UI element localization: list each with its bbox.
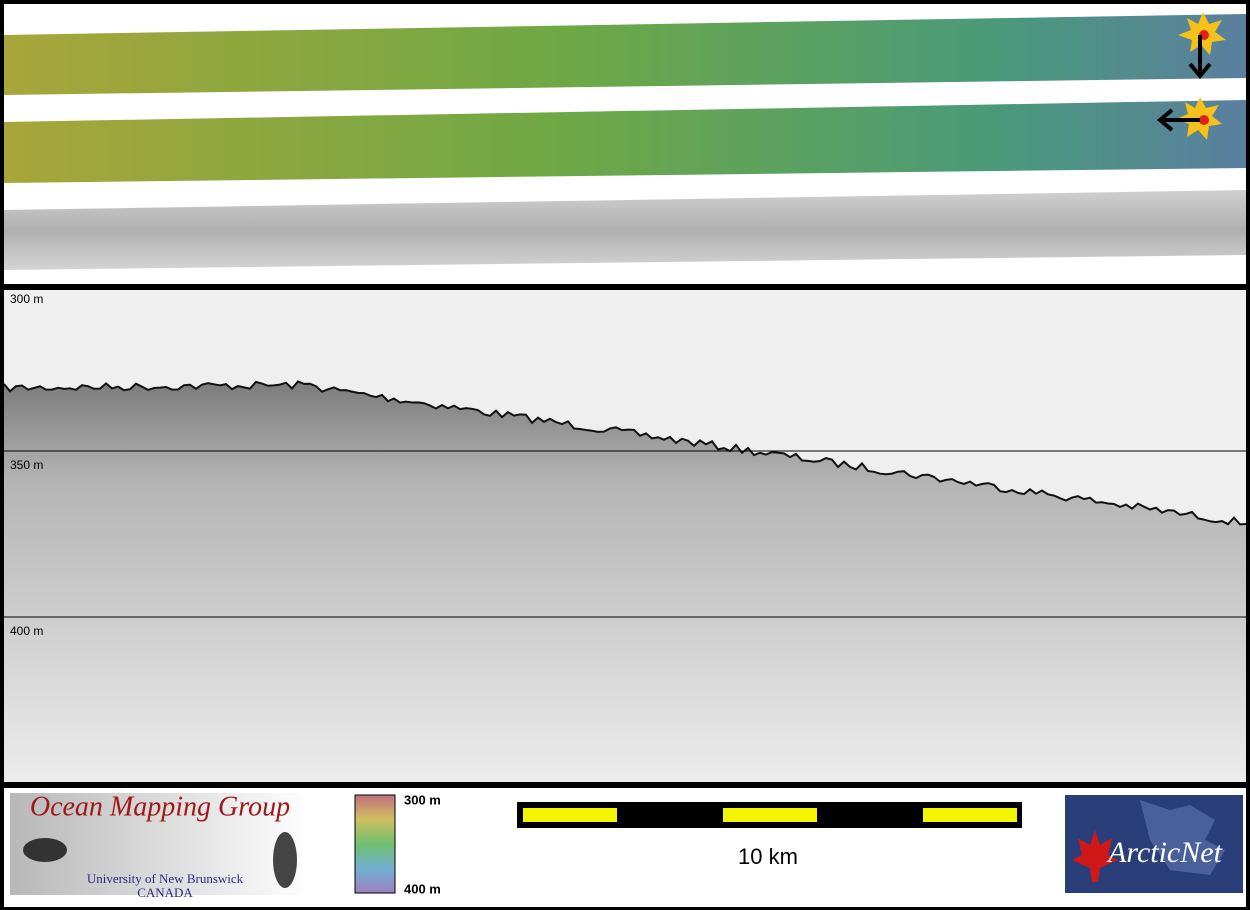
- sub-bottom: [4, 381, 1246, 782]
- depth-label: 350 m: [10, 458, 43, 472]
- colorbar-label: 300 m: [404, 792, 441, 807]
- backscatter-swath: [4, 190, 1246, 270]
- bathymetry-swath: [4, 14, 1246, 95]
- colorbar: [354, 794, 396, 894]
- depth-label: 400 m: [10, 624, 43, 638]
- omg-logo: Ocean Mapping Group University of New Br…: [10, 791, 310, 900]
- scale-label: 10 km: [738, 844, 798, 869]
- bathymetry-swath: [4, 100, 1246, 183]
- logo-text: ArcticNet: [1106, 836, 1223, 869]
- depth-label: 300 m: [10, 292, 43, 306]
- colorbar-label: 400 m: [404, 881, 441, 896]
- scale-bar: [517, 802, 1022, 828]
- logo-text: University of New Brunswick: [87, 871, 244, 886]
- arcticnet-logo: ArcticNet: [1065, 795, 1243, 893]
- logo-text: CANADA: [137, 885, 193, 900]
- sun-icon: [1178, 12, 1226, 80]
- sun-icon: [1156, 97, 1222, 140]
- seabed-reflector: [3, 380, 1247, 526]
- logo-title: Ocean Mapping Group: [30, 791, 290, 822]
